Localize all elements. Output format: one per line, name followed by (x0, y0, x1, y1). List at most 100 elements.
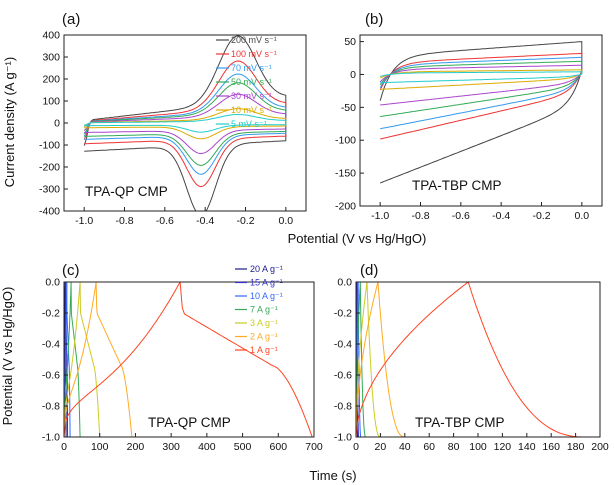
legend-label: 10 A g⁻¹ (250, 291, 283, 301)
y-tick-label: -150 (335, 168, 356, 180)
series-group (83, 35, 287, 211)
panel-label: (a) (62, 11, 80, 28)
panel-title: TPA-QP CMP (85, 184, 168, 199)
y-tick-label: 400 (42, 30, 60, 42)
y-tick-label: -0.6 (42, 370, 60, 382)
x-tick-label: -0.2 (532, 210, 550, 222)
y-tick-label: -400 (39, 206, 60, 218)
legend-label: 5 mV s⁻¹ (231, 119, 267, 129)
plot-frame (359, 34, 603, 207)
series-group (64, 282, 313, 437)
panel-label: (c) (62, 262, 80, 279)
panel-d: 0 20 40 60 80 100 120 140 160 180 200 -1.0 -0.8 -0.6 -… (334, 262, 609, 453)
x-tick-label: 0 (353, 441, 359, 453)
x-tick-label: -0.8 (411, 210, 429, 222)
x-tick-label: 160 (542, 441, 560, 453)
series-line-3 (356, 282, 366, 437)
x-tick-label: 500 (234, 441, 252, 453)
x-tick-label: 600 (270, 441, 288, 453)
y-tick-label: -0.4 (42, 339, 60, 351)
x-tick-label: 60 (423, 441, 435, 453)
x-tick-label: 0.0 (279, 215, 294, 227)
shared-xlabel-bottom: Time (s) (309, 468, 356, 483)
series-line-6 (380, 71, 583, 84)
y-tick-label: -50 (341, 102, 356, 114)
y-tick-label: -1.0 (334, 432, 352, 444)
series-line-5 (356, 282, 405, 437)
panel-title: TPA-TBP CMP (412, 178, 502, 193)
series-line-2 (64, 282, 71, 437)
y-tick-label: -300 (39, 184, 60, 196)
legend-label: 100 mV s⁻¹ (231, 49, 277, 59)
panel-b: -1.0 -0.8 -0.6 -0.4 -0.2 0.0 -200 -150 -100 -50 0 5… (335, 11, 603, 222)
y-tick-label: 50 (344, 36, 356, 48)
shared-ylabel-bottom: Potential (V vs Hg/HgO) (0, 287, 15, 426)
x-tick-label: 40 (399, 441, 411, 453)
legend-label: 200 mV s⁻¹ (231, 35, 277, 45)
legend-label: 30 mV s⁻¹ (231, 91, 272, 101)
series-line-5 (64, 282, 133, 437)
x-tick-label: -0.6 (156, 215, 174, 227)
legend-label: 3 A g⁻¹ (250, 318, 278, 328)
y-tick-label: -0.8 (42, 401, 60, 413)
x-tick-label: 180 (567, 441, 585, 453)
panel-title: TPA-QP CMP (148, 415, 231, 430)
series-line-4 (64, 282, 101, 437)
series-line-4 (356, 282, 381, 437)
x-tick-label: -0.6 (452, 210, 470, 222)
y-tick-label: 0 (54, 118, 60, 130)
legend-label: 70 mV s⁻¹ (231, 63, 272, 73)
x-tick-label: 700 (305, 441, 323, 453)
legend-label: 10 mV s⁻¹ (231, 105, 272, 115)
x-tick-label: 100 (91, 441, 109, 453)
legend-label: 50 mV s⁻¹ (231, 77, 272, 87)
y-tick-label: 300 (42, 52, 60, 64)
y-tick-label: 100 (42, 96, 60, 108)
y-tick-label: -1.0 (42, 432, 60, 444)
x-tick-label: 120 (494, 441, 512, 453)
y-tick-label: 0.0 (45, 277, 60, 289)
y-tick-label: 0.0 (337, 277, 352, 289)
y-tick-label: -0.8 (334, 401, 352, 413)
series-group (356, 282, 586, 437)
y-tick-label: -200 (335, 201, 356, 213)
y-tick-label: -0.4 (334, 339, 352, 351)
series-line-4 (379, 64, 583, 106)
panel-c: 0 100 200 300 400 500 600 700 -1.0 -0.8 -0.6 -0.4 -0… (42, 262, 323, 453)
x-tick-label: -0.8 (115, 215, 133, 227)
series-line-6 (64, 282, 313, 437)
x-tick-label: 300 (162, 441, 180, 453)
y-tick-label: -0.2 (334, 308, 352, 320)
x-tick-label: 80 (448, 441, 460, 453)
y-tick-label: -0.6 (334, 370, 352, 382)
x-tick-label: 400 (198, 441, 216, 453)
series-line-3 (64, 282, 81, 437)
x-tick-label: 200 (591, 441, 609, 453)
panel-label: (d) (360, 262, 378, 279)
panel-a: -1.0 -0.8 -0.6 -0.4 -0.2 0.0 -400 -300 -200 -100 0… (39, 11, 307, 227)
series-group (379, 41, 583, 184)
x-tick-label: 20 (375, 441, 387, 453)
panel-title: TPA-TBP CMP (415, 415, 505, 430)
series-line-6 (84, 114, 287, 133)
legend-label: 1 A g⁻¹ (250, 345, 278, 355)
x-tick-label: 0 (61, 441, 67, 453)
x-tick-label: 0.0 (575, 210, 590, 222)
y-tick-label: -0.2 (42, 308, 60, 320)
legend-label: 7 A g⁻¹ (250, 305, 278, 315)
plot-frame (63, 281, 315, 438)
y-tick-label: 200 (42, 74, 60, 86)
series-line-2 (356, 282, 362, 437)
y-tick-label: 0 (350, 69, 356, 81)
x-tick-label: -1.0 (371, 210, 389, 222)
x-tick-label: 100 (469, 441, 487, 453)
x-tick-label: 140 (518, 441, 536, 453)
legend-label: 20 A g⁻¹ (250, 264, 283, 274)
x-tick-label: 200 (127, 441, 145, 453)
y-tick-label: -100 (335, 135, 356, 147)
ylabel-panel-a: Current density (A g⁻¹) (2, 57, 17, 187)
legend-label: 2 A g⁻¹ (250, 332, 278, 342)
x-tick-label: -1.0 (75, 215, 93, 227)
x-tick-label: -0.4 (196, 215, 214, 227)
